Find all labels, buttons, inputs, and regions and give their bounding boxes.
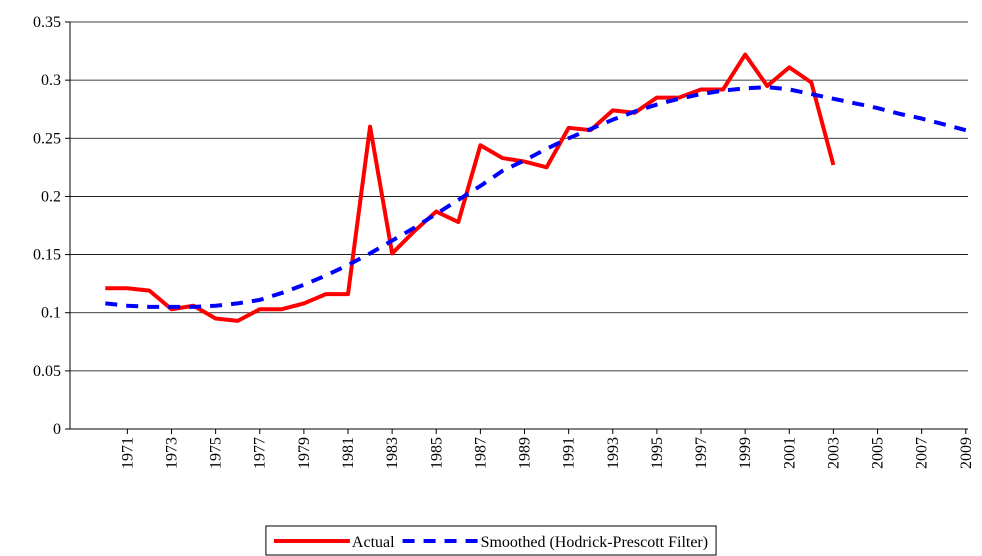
series-line [105,52,836,323]
x-tick-label: 2003 [825,437,842,469]
series-line [105,85,967,309]
legend-label: Smoothed (Hodrick-Prescott Filter) [481,534,709,551]
x-tick-label: 2007 [914,437,931,469]
y-tick-label: 0.05 [33,363,61,380]
y-tick-label: 0.3 [41,72,61,89]
x-tick-label: 1975 [208,437,225,469]
y-tick-label: 0.35 [33,14,61,31]
x-tick-label: 1981 [340,437,357,469]
x-tick-label: 1977 [252,437,269,469]
x-tick-label: 1989 [517,437,534,469]
y-tick-label: 0.1 [41,305,61,322]
x-tick-label: 1987 [472,437,489,469]
x-tick-label: 2001 [781,437,798,469]
x-tick-label: 1973 [163,437,180,469]
y-tick-label: 0.25 [33,130,61,147]
x-tick-label: 1983 [384,437,401,469]
x-tick-label: 1993 [605,437,622,469]
x-tick-label: 1995 [649,437,666,469]
x-tick-label: 1991 [561,437,578,469]
x-tick-label: 1971 [119,437,136,469]
x-tick-label: 1997 [693,437,710,469]
x-tick-label: 1979 [296,437,313,469]
y-tick-label: 0 [53,421,61,438]
legend: Actual Smoothed (Hodrick-Prescott Filter) [265,525,717,556]
y-tick-label: 0.15 [33,247,61,264]
y-tick-label: 0.2 [41,188,61,205]
x-tick-label: 2005 [870,437,887,469]
x-tick-label: 1999 [737,437,754,469]
legend-label: Actual [352,534,395,551]
x-tick-label: 1985 [428,437,445,469]
x-tick-label: 2009 [958,437,975,469]
